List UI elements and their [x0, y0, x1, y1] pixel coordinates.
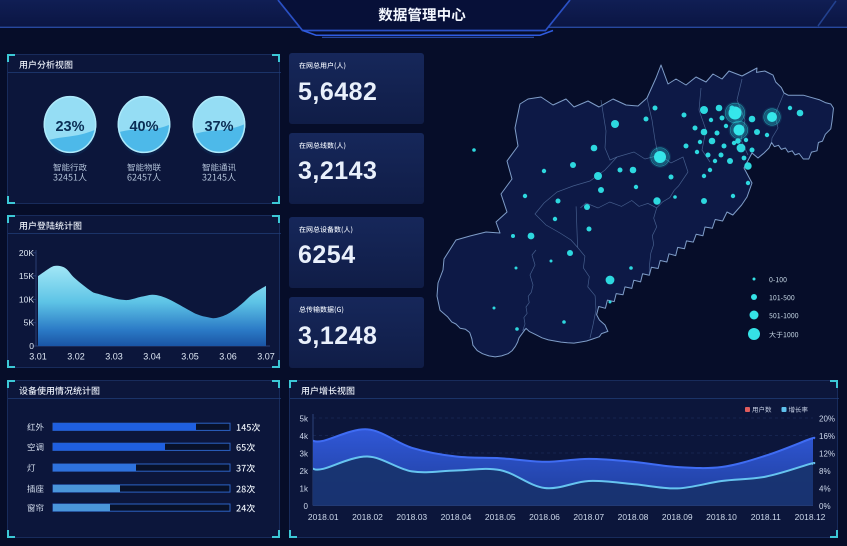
svg-text:0: 0	[29, 341, 34, 351]
svg-text:3.03: 3.03	[105, 352, 123, 362]
svg-text:2018.08: 2018.08	[618, 512, 649, 522]
svg-text:8%: 8%	[819, 467, 831, 476]
svg-text:2018.01: 2018.01	[308, 512, 339, 522]
svg-text:23%: 23%	[55, 119, 84, 135]
svg-text:5K: 5K	[24, 318, 35, 328]
svg-text:5k: 5k	[300, 415, 309, 424]
svg-text:37%: 37%	[204, 119, 233, 135]
svg-text:0%: 0%	[819, 502, 831, 511]
svg-text:2018.12: 2018.12	[795, 512, 826, 522]
svg-text:16%: 16%	[819, 432, 835, 441]
svg-text:2018.06: 2018.06	[529, 512, 560, 522]
svg-text:15K: 15K	[19, 271, 34, 281]
svg-text:3.06: 3.06	[219, 352, 237, 362]
svg-text:12%: 12%	[819, 450, 835, 459]
svg-text:2018.11: 2018.11	[751, 512, 781, 522]
svg-text:2018.03: 2018.03	[396, 512, 427, 522]
svg-text:2018.04: 2018.04	[441, 512, 472, 522]
svg-text:40%: 40%	[129, 119, 158, 135]
svg-text:20%: 20%	[819, 415, 835, 424]
svg-text:2018.02: 2018.02	[352, 512, 383, 522]
svg-text:1k: 1k	[300, 485, 309, 494]
svg-text:3.07: 3.07	[257, 352, 275, 362]
svg-text:3.02: 3.02	[67, 352, 85, 362]
svg-text:3.05: 3.05	[181, 352, 199, 362]
svg-text:10K: 10K	[19, 294, 34, 304]
svg-text:4%: 4%	[819, 485, 831, 494]
svg-text:3.04: 3.04	[143, 352, 161, 362]
svg-text:2018.09: 2018.09	[662, 512, 693, 522]
svg-text:20K: 20K	[19, 248, 34, 258]
svg-text:2k: 2k	[300, 467, 309, 476]
svg-text:0: 0	[304, 502, 309, 511]
svg-text:4k: 4k	[300, 432, 309, 441]
svg-text:2018.07: 2018.07	[573, 512, 604, 522]
svg-text:3k: 3k	[300, 450, 309, 459]
svg-text:3.01: 3.01	[29, 352, 47, 362]
svg-text:2018.10: 2018.10	[706, 512, 737, 522]
svg-text:2018.05: 2018.05	[485, 512, 516, 522]
